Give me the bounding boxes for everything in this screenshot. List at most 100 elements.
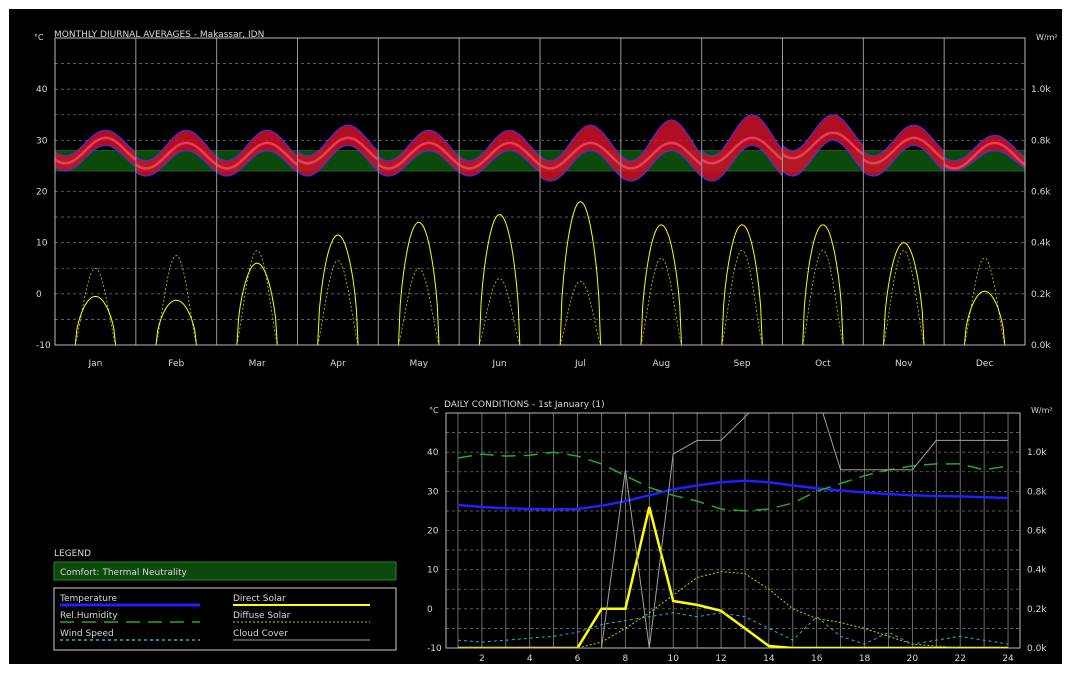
top-y2-tick: 1.0k <box>1031 85 1051 95</box>
legend-humidity-label: Rel.Humidity <box>60 611 118 621</box>
legend-temperature-label: Temperature <box>59 594 117 604</box>
top-direct-solar <box>55 295 136 346</box>
top-y-tick: -10 <box>36 341 51 351</box>
legend-wind-label: Wind Speed <box>60 629 114 639</box>
bottom-x-tick: 14 <box>763 654 775 664</box>
bottom-series-temperature <box>457 479 1009 511</box>
bottom-y2-tick: 0.8k <box>1027 487 1047 497</box>
top-month-label: Aug <box>652 359 670 369</box>
top-diffuse-solar <box>701 249 783 346</box>
top-month-label: Feb <box>168 359 184 369</box>
top-temp-mean <box>296 136 380 165</box>
bottom-y-tick: 40 <box>427 448 439 458</box>
top-diffuse-solar <box>216 249 298 346</box>
top-y2-tick: 0.8k <box>1031 136 1051 146</box>
bottom-x-tick: 10 <box>667 654 679 664</box>
bottom-series-direct-solar <box>458 506 1008 648</box>
top-temp-mean <box>539 141 622 170</box>
bottom-x-tick: 24 <box>1002 654 1014 664</box>
bottom-x-tick: 2 <box>479 654 485 664</box>
bottom-x-tick: 22 <box>954 654 965 664</box>
top-direct-solar <box>297 234 379 346</box>
bottom-x-tick: 20 <box>907 654 919 664</box>
top-temp-mean <box>216 141 299 170</box>
legend-cloud-label: Cloud Cover <box>233 629 288 639</box>
top-right-unit: W/m² <box>1036 33 1058 42</box>
top-temp-mean <box>701 136 784 165</box>
top-direct-solar <box>944 290 1025 346</box>
chart-panel <box>9 9 1062 664</box>
bottom-series-cloud-cover <box>458 413 1008 648</box>
top-direct-solar <box>540 201 621 346</box>
top-y2-tick: 0.0k <box>1031 341 1051 351</box>
bottom-series-wind-speed <box>457 612 1009 645</box>
top-temp-mean <box>781 131 865 160</box>
bottom-series-rel-humidity <box>457 451 1009 512</box>
bottom-left-unit: °C <box>429 406 439 415</box>
top-temp-mean <box>54 136 137 165</box>
top-y2-tick: 0.4k <box>1031 239 1051 249</box>
top-month-label: Jan <box>87 359 102 369</box>
top-month-label: Oct <box>815 359 831 369</box>
top-left-unit: °C <box>34 33 44 42</box>
top-y-tick: 40 <box>36 85 48 95</box>
top-temp-mean <box>377 141 460 170</box>
bottom-y2-tick: 0.2k <box>1027 605 1047 615</box>
top-y2-tick: 0.6k <box>1031 188 1051 198</box>
top-month-label: Sep <box>734 359 751 369</box>
legend-heading: LEGEND <box>54 549 91 559</box>
bottom-y2-tick: 1.0k <box>1027 448 1047 458</box>
legend-diffuse-solar-label: Diffuse Solar <box>233 611 291 621</box>
top-diffuse-solar <box>297 260 379 346</box>
top-diffuse-solar <box>620 257 702 346</box>
bottom-x-tick: 18 <box>859 654 871 664</box>
top-temp-mean <box>862 136 945 165</box>
bottom-x-tick: 6 <box>575 654 581 664</box>
top-month-label: Dec <box>976 359 993 369</box>
top-month-label: Mar <box>249 359 266 369</box>
bottom-x-tick: 4 <box>527 654 533 664</box>
top-direct-solar <box>459 213 540 346</box>
top-diffuse-solar <box>863 249 945 346</box>
top-diffuse-solar <box>782 249 864 346</box>
top-chart-title: MONTHLY DIURNAL AVERAGES - Makassar, IDN <box>54 30 264 40</box>
bottom-right-unit: W/m² <box>1031 406 1053 415</box>
top-month-label: Jul <box>574 359 586 369</box>
legend-box <box>53 587 397 651</box>
bottom-x-tick: 8 <box>623 654 629 664</box>
top-diffuse-solar <box>944 257 1025 346</box>
top-diffuse-solar <box>459 278 540 346</box>
top-month-label: Apr <box>330 359 346 369</box>
top-temp-mean <box>943 141 1026 170</box>
top-direct-solar <box>216 262 298 346</box>
top-temp-mean <box>458 141 541 170</box>
top-month-label: May <box>409 359 428 369</box>
top-temp-mean <box>620 141 703 170</box>
top-y-tick: 10 <box>36 239 48 249</box>
comfort-label: Comfort: Thermal Neutrality <box>60 568 188 578</box>
top-month-label: Nov <box>895 359 913 369</box>
bottom-y-tick: 10 <box>427 566 439 576</box>
bottom-y2-tick: 0.6k <box>1027 527 1047 537</box>
bottom-y-tick: 20 <box>427 527 439 537</box>
top-temp-mean <box>135 141 218 170</box>
bottom-y-tick: 30 <box>427 487 439 497</box>
bottom-chart-title: DAILY CONDITIONS - 1st January (1) <box>444 400 605 410</box>
bottom-x-tick: 16 <box>811 654 823 664</box>
comfort-swatch <box>53 561 397 581</box>
top-y-tick: 0 <box>36 290 42 300</box>
bottom-y-tick: -10 <box>427 644 442 654</box>
bottom-series-diffuse-solar <box>458 571 1008 648</box>
top-direct-solar <box>135 299 217 346</box>
top-y-tick: 30 <box>36 136 48 146</box>
top-y2-tick: 0.2k <box>1031 290 1051 300</box>
top-diffuse-solar <box>540 280 621 346</box>
bottom-plot-frame <box>445 412 1021 649</box>
bottom-y-tick: 0 <box>427 605 433 615</box>
bottom-x-tick: 12 <box>715 654 726 664</box>
top-plot-frame <box>54 37 1026 346</box>
bottom-y2-tick: 0.0k <box>1027 644 1047 654</box>
top-diffuse-solar <box>55 267 136 346</box>
